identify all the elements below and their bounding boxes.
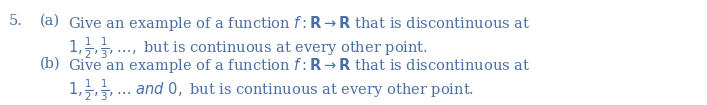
Text: $1, \frac{1}{2}, \frac{1}{3}, \ldots$ $\mathit{and}$ $0,$ but is continuous at e: $1, \frac{1}{2}, \frac{1}{3}, \ldots$ $\…: [69, 77, 474, 103]
Text: 5.: 5.: [8, 14, 23, 28]
Text: Give an example of a function $f: \mathbf{R} \rightarrow \mathbf{R}$ that is dis: Give an example of a function $f: \mathb…: [69, 56, 530, 75]
Text: $1, \frac{1}{2}, \frac{1}{3}, \ldots,$ but is continuous at every other point.: $1, \frac{1}{2}, \frac{1}{3}, \ldots,$ b…: [69, 35, 428, 61]
Text: Give an example of a function $f: \mathbf{R} \rightarrow \mathbf{R}$ that is dis: Give an example of a function $f: \mathb…: [69, 14, 530, 33]
Text: (a): (a): [40, 14, 60, 28]
Text: (b): (b): [40, 56, 61, 70]
